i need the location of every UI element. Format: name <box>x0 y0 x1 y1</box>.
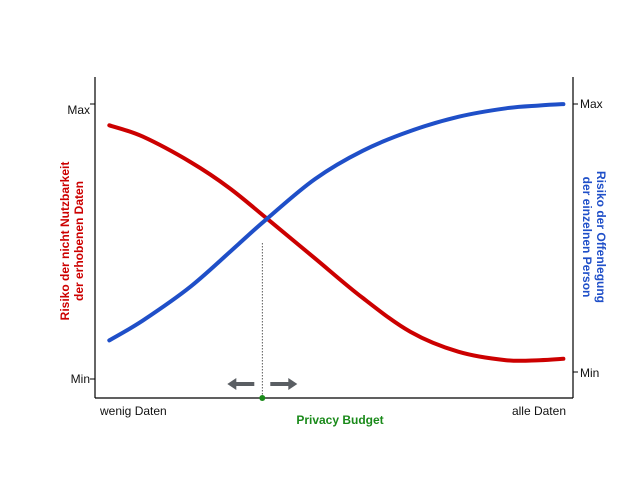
arrow-left-icon <box>227 378 255 390</box>
series-line-right-risk <box>107 102 566 343</box>
left-tick-label-min: Min <box>71 372 90 386</box>
right-axis-title-line-2: der einzelnen Person <box>580 177 594 298</box>
left-axis-title-line-1: Risiko der nicht Nutzbarkeit <box>58 162 72 321</box>
arrow-head <box>288 378 298 390</box>
left-axis-title-line-2: der erhobenen Daten <box>72 181 86 301</box>
x-tick-label-start: wenig Daten <box>99 404 167 418</box>
x-tick-label-end: alle Daten <box>512 404 566 418</box>
series-line-left-risk <box>107 123 566 363</box>
arrow-right-icon <box>270 378 298 390</box>
left-tick-label-max: Max <box>67 103 90 117</box>
right-tick-label-min: Min <box>580 366 599 380</box>
right-tick-label-max: Max <box>580 97 603 111</box>
arrow-head <box>227 378 237 390</box>
right-axis-title-line-1: Risiko der Offenlegung <box>594 171 608 303</box>
privacy-budget-marker-dot[interactable] <box>259 395 266 401</box>
x-axis-title: Privacy Budget <box>296 413 383 427</box>
